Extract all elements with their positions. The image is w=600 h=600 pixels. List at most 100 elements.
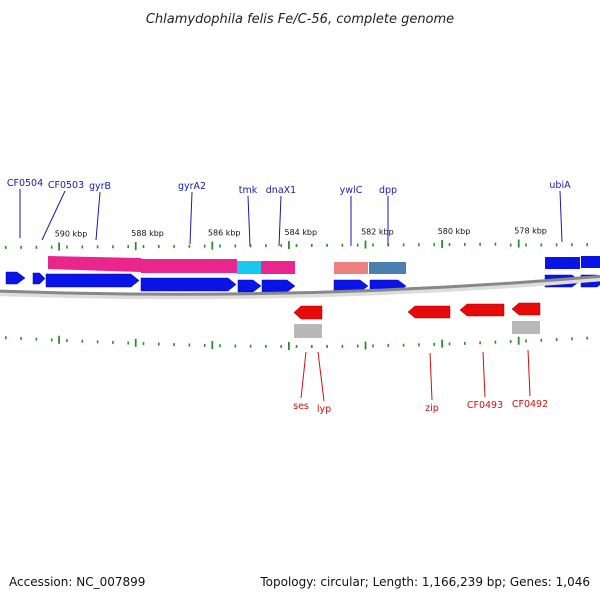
tick-mark — [219, 244, 221, 248]
tick-mark — [448, 342, 451, 346]
scale-label: 590 kbp — [55, 230, 88, 239]
forward-gene-arrow — [140, 277, 237, 292]
major-tick — [364, 341, 367, 350]
reverse-gene-arrow — [407, 305, 451, 319]
gene-label-forward: CF0503 — [48, 180, 84, 191]
gene-label-forward: tmk — [239, 185, 258, 196]
tick-mark — [356, 344, 359, 348]
tick-mark — [20, 336, 22, 340]
tick-mark — [326, 243, 328, 247]
tick-mark — [525, 243, 527, 247]
tick-mark — [418, 343, 420, 347]
forward-gene-block — [581, 256, 600, 268]
tick-mark — [433, 342, 435, 346]
tick-mark — [96, 340, 99, 344]
cog-segment — [512, 321, 540, 334]
tick-mark — [525, 339, 527, 343]
cog-segment — [334, 262, 368, 274]
tick-mark — [372, 243, 374, 247]
cog-segment — [261, 261, 295, 274]
tick-mark — [494, 242, 497, 246]
tick-mark — [219, 344, 221, 348]
tick-mark — [509, 243, 512, 247]
cog-segment — [294, 324, 322, 338]
tick-mark — [188, 343, 191, 347]
reverse-gene-track — [293, 302, 541, 320]
label-leader-line — [95, 191, 101, 241]
major-tick — [211, 341, 214, 350]
tick-mark — [540, 338, 543, 342]
tick-mark — [127, 341, 129, 345]
scale-labels: 590 kbp 588 kbp 586 kbp 584 kbp 582 kbp 580 k… — [55, 227, 547, 239]
tick-mark — [280, 344, 282, 348]
gene-label-forward: ubiA — [549, 180, 571, 191]
label-leader-line — [247, 195, 251, 247]
major-tick — [288, 341, 290, 350]
major-tick — [364, 240, 367, 249]
reverse-gene-arrow — [459, 303, 505, 317]
gene-label-forward: ywlC — [340, 185, 363, 196]
tick-mark — [112, 340, 114, 344]
tick-mark — [571, 337, 573, 341]
tick-mark — [66, 245, 68, 249]
tick-mark — [464, 341, 466, 345]
label-leader-line — [429, 352, 433, 401]
tick-mark — [265, 344, 267, 348]
tick-mark — [418, 243, 420, 247]
scale-label: 584 kbp — [284, 228, 317, 237]
major-tick — [441, 339, 443, 348]
cog-segment — [369, 262, 406, 274]
major-tick — [58, 242, 60, 251]
tick-mark — [586, 243, 588, 247]
gene-label-reverse: CF0492 — [512, 399, 548, 410]
tick-mark — [402, 243, 405, 247]
tick-mark — [341, 243, 344, 247]
tick-mark — [311, 344, 313, 348]
major-tick — [288, 241, 290, 250]
tick-mark — [50, 338, 53, 342]
tick-mark — [494, 340, 497, 344]
tick-mark — [66, 339, 68, 343]
tick-mark — [81, 339, 84, 343]
tick-mark — [540, 243, 543, 247]
scale-label: 580 kbp — [438, 227, 471, 236]
tick-mark — [127, 245, 129, 249]
top-tick-track — [5, 239, 588, 251]
tick-mark — [20, 245, 22, 249]
tick-mark — [158, 342, 160, 346]
gene-label-reverse: zip — [425, 403, 439, 414]
tick-mark — [188, 244, 191, 248]
tick-mark — [173, 244, 175, 248]
tick-mark — [96, 245, 99, 249]
bottom-tick-track — [5, 335, 588, 350]
label-leader-line — [482, 351, 486, 398]
scale-label: 578 kbp — [514, 227, 547, 236]
forward-gene-arrow — [45, 273, 140, 288]
reverse-gene-arrow — [293, 305, 323, 320]
tick-mark — [203, 343, 206, 347]
tick-mark — [586, 336, 588, 340]
label-leader-line — [527, 349, 531, 397]
gene-label-forward: gyrB — [89, 181, 111, 192]
tick-mark — [479, 242, 481, 246]
forward-gene-track — [5, 256, 600, 293]
tick-mark — [356, 243, 359, 247]
gene-label-forward: CF0504 — [7, 178, 43, 189]
gene-labels: CF0504 CF0503 gyrB gyrA2 tmk dnaX1 ywlC dpp ubiA… — [7, 178, 571, 415]
gene-label-forward: gyrA2 — [178, 181, 206, 192]
tick-mark — [571, 243, 573, 247]
accession-text: Accession: NC_007899 — [9, 575, 145, 589]
tick-mark — [203, 244, 206, 248]
backbone-shadow — [0, 277, 600, 300]
tick-mark — [234, 244, 237, 248]
genome-backbone — [0, 274, 600, 296]
tick-mark — [311, 243, 313, 247]
gene-label-reverse: lyp — [317, 404, 331, 415]
gene-label-reverse: CF0493 — [467, 400, 503, 411]
gene-label-forward: dnaX1 — [266, 185, 296, 196]
genome-summary: Topology: circular; Length: 1,166,239 bp… — [259, 575, 590, 589]
tick-mark — [5, 245, 7, 249]
scale-label: 586 kbp — [208, 229, 241, 238]
forward-cog-track — [48, 256, 406, 274]
